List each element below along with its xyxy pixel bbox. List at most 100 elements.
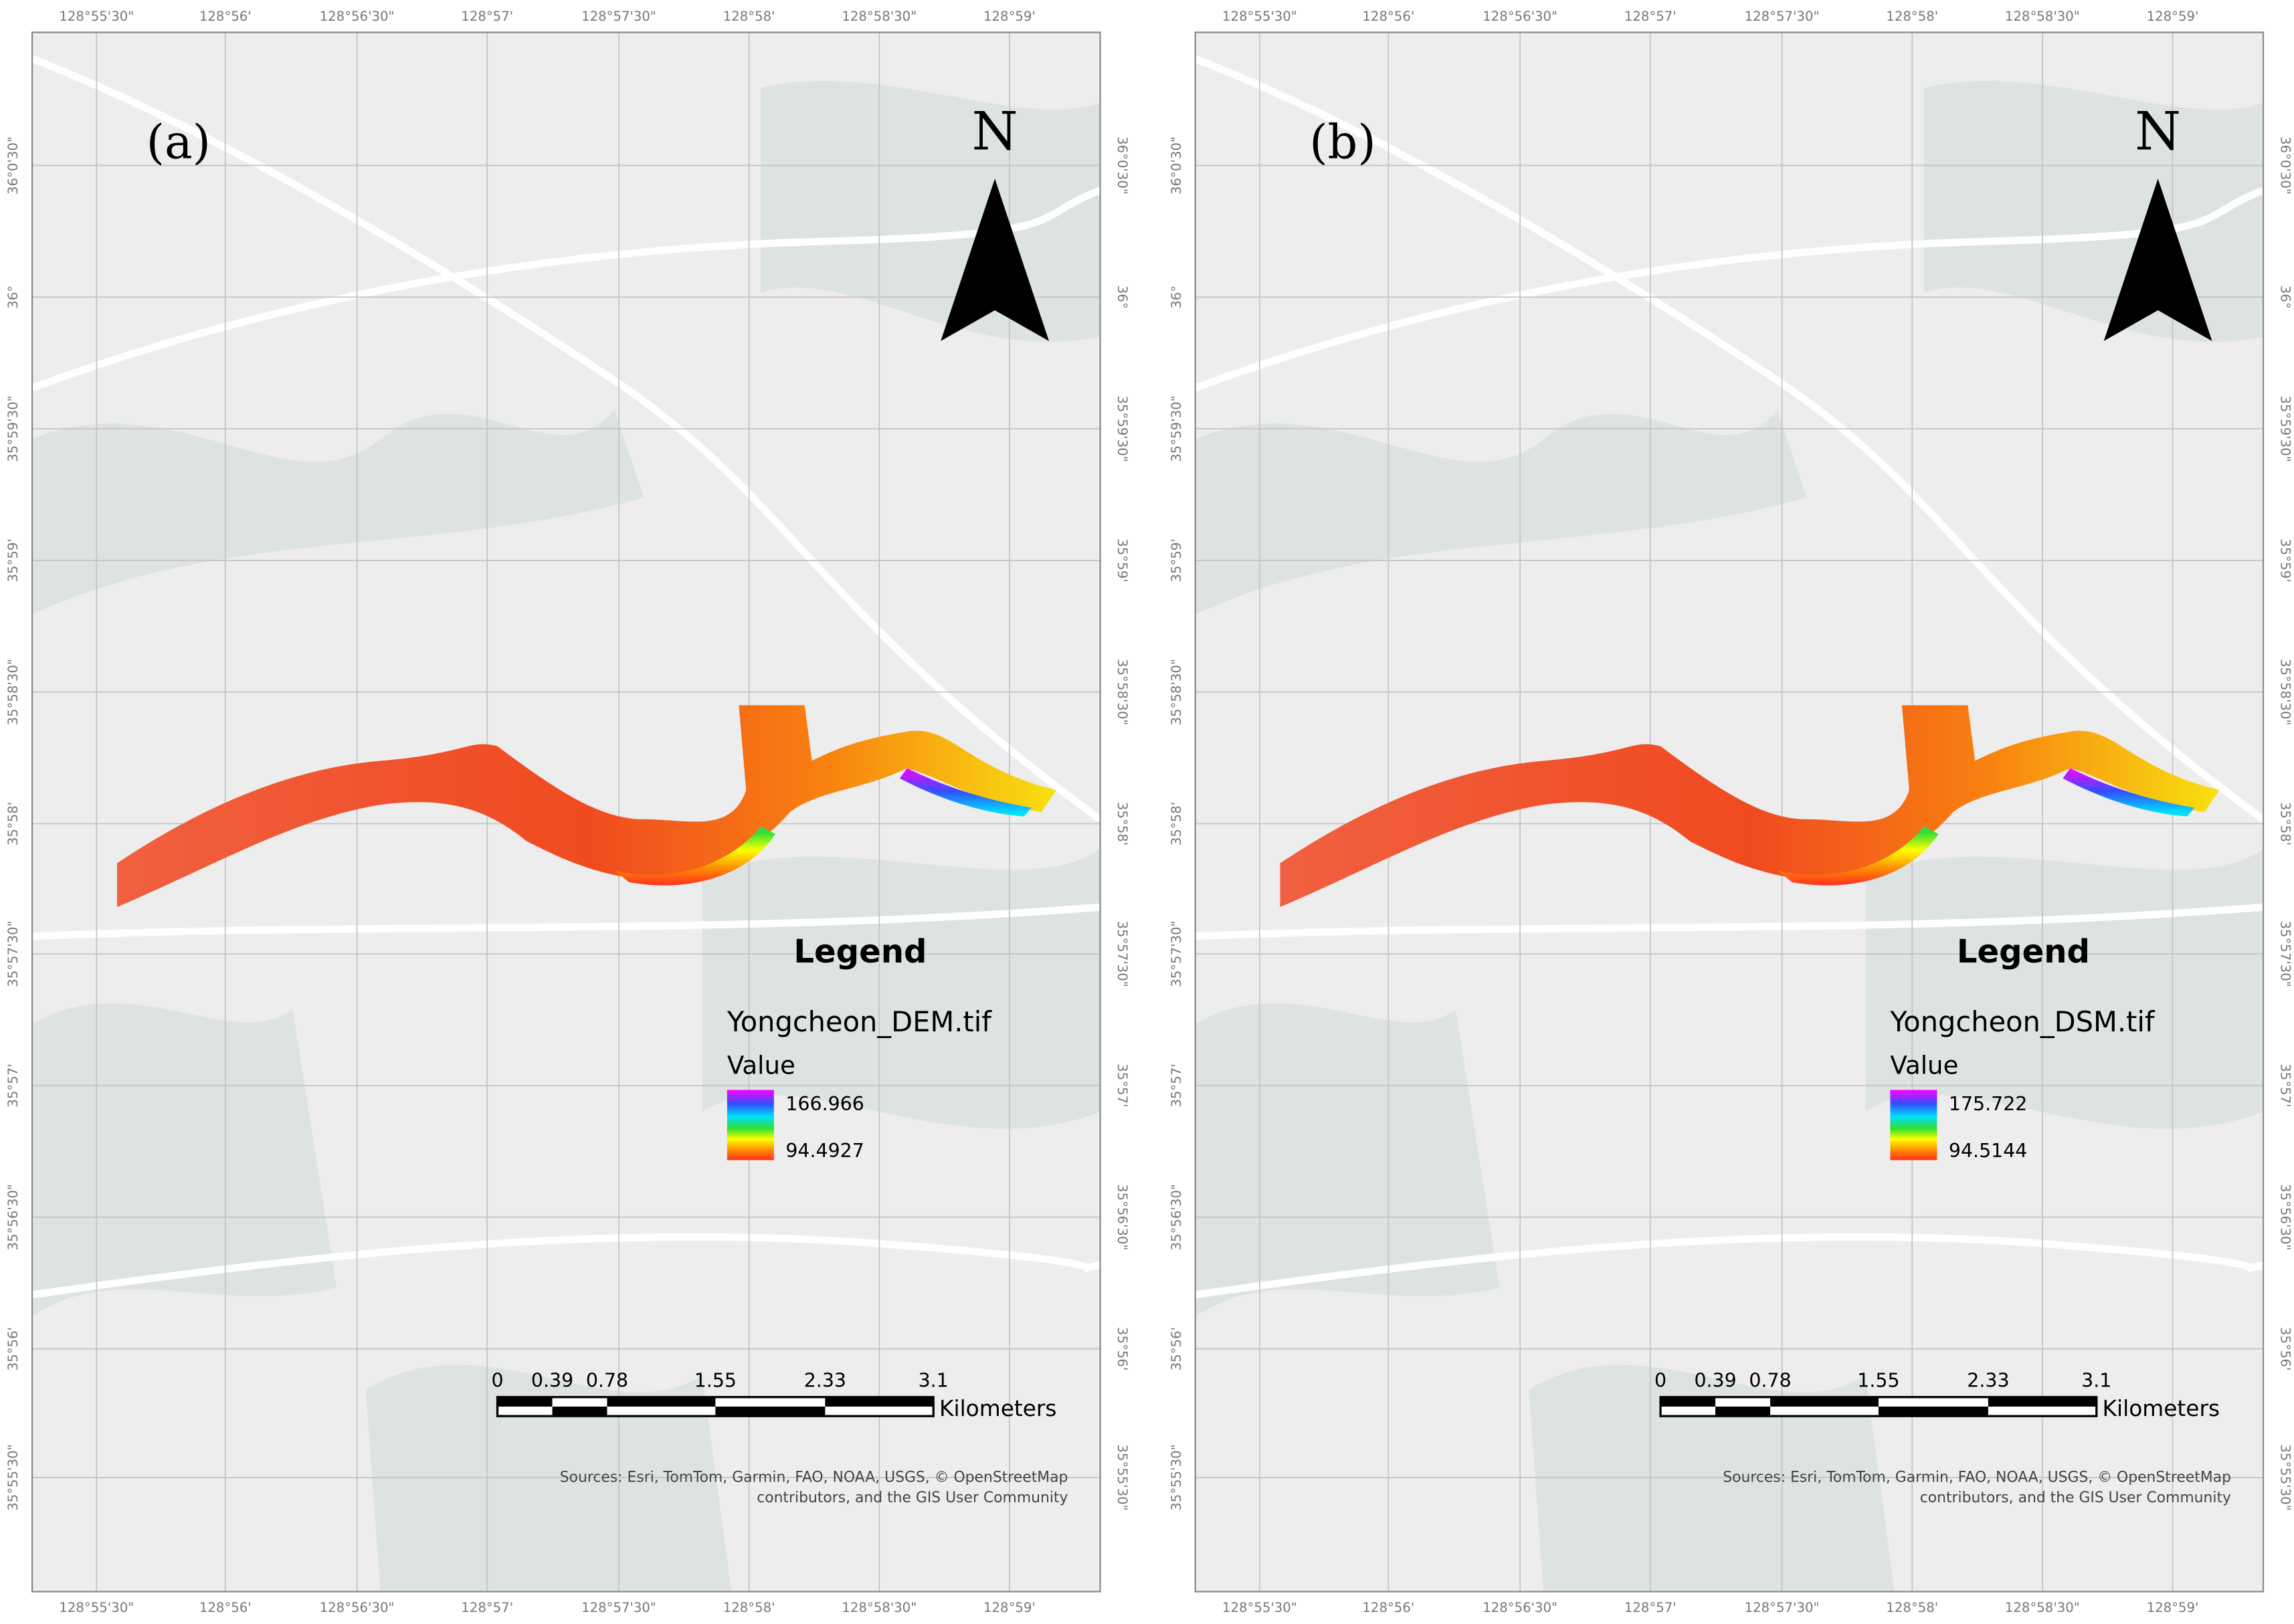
- latitude-label: 35°56'30": [1115, 1184, 1130, 1250]
- scale-bar-label: 2.33: [804, 1369, 846, 1391]
- latitude-label: 35°56': [2277, 1327, 2293, 1371]
- longitude-label: 128°56': [199, 9, 252, 24]
- legend-title: Legend: [793, 933, 927, 971]
- latitude-label: 35°56': [1115, 1327, 1130, 1371]
- map-panel: 128°55'30" 128°55'30" 128°56' 128°56' 128°56…: [5, 9, 1130, 1615]
- river-raster: [116, 705, 1056, 908]
- scale-bar-segment: [607, 1397, 716, 1407]
- latitude-label: 35°58': [1115, 802, 1130, 845]
- longitude-label: 128°56'30": [1483, 1600, 1557, 1615]
- latitude-label: 35°59'30": [5, 395, 21, 462]
- scale-bar-segment: [1715, 1406, 1771, 1417]
- attribution: Sources: Esri, TomTom, Garmin, FAO, NOAA…: [1723, 1469, 2231, 1486]
- latitude-label: 35°58': [2277, 802, 2293, 845]
- legend-min: 94.4927: [785, 1140, 864, 1162]
- longitude-label: 128°58'30": [2005, 1600, 2080, 1615]
- latitude-label: 36°: [2277, 286, 2293, 309]
- road: [1194, 1233, 2264, 1299]
- latitude-label: 36°0'30": [2277, 136, 2293, 195]
- longitude-label: 128°59': [2147, 9, 2199, 24]
- attribution: contributors, and the GIS User Community: [757, 1490, 1068, 1506]
- latitude-label: 35°59'30": [1115, 395, 1130, 462]
- latitude-label: 36°: [1115, 286, 1130, 309]
- north-label: N: [972, 100, 1018, 162]
- map-frame: [31, 31, 1101, 1593]
- scale-bar-unit: Kilometers: [939, 1396, 1057, 1421]
- latitude-label: 35°56'30": [1169, 1184, 1184, 1250]
- longitude-label: 128°55'30": [59, 1600, 134, 1615]
- latitude-label: 35°58'30": [2277, 659, 2293, 725]
- north-label: N: [2135, 100, 2181, 162]
- legend-field: Value: [1890, 1050, 1958, 1080]
- road: [1193, 187, 2265, 391]
- scale-bar-label: 0: [491, 1369, 503, 1391]
- longitude-label: 128°57': [461, 1600, 513, 1615]
- longitude-label: 128°59': [983, 1600, 1036, 1615]
- longitude-label: 128°56': [1362, 9, 1414, 24]
- scale-bar-unit: Kilometers: [2103, 1396, 2220, 1421]
- latitude-label: 35°55'30": [1169, 1444, 1184, 1510]
- latitude-label: 36°0'30": [1169, 136, 1184, 195]
- longitude-label: 128°56'30": [320, 9, 395, 24]
- scale-bar-label: 0: [1654, 1369, 1666, 1391]
- latitude-label: 35°55'30": [2277, 1444, 2293, 1510]
- longitude-label: 128°55'30": [59, 9, 134, 24]
- longitude-label: 128°57'30": [581, 1600, 656, 1615]
- panel-label: (b): [1309, 114, 1375, 169]
- latitude-label: 35°55'30": [5, 1444, 21, 1510]
- road: [31, 55, 1103, 823]
- latitude-label: 35°59': [2277, 538, 2293, 582]
- latitude-label: 35°57': [1115, 1063, 1130, 1107]
- latitude-label: 35°57'30": [2277, 920, 2293, 987]
- longitude-label: 128°57'30": [1745, 1600, 1820, 1615]
- river-raster: [1280, 705, 2220, 908]
- terrain: [1529, 1364, 1895, 1592]
- latitude-label: 35°57'30": [1115, 920, 1130, 987]
- longitude-label: 128°55'30": [1222, 1600, 1297, 1615]
- latitude-label: 35°58'30": [1115, 659, 1130, 725]
- longitude-label: 128°58'30": [842, 9, 917, 24]
- longitude-label: 128°56'30": [320, 1600, 395, 1615]
- scale-bar-segment: [1770, 1397, 1879, 1407]
- road: [1195, 903, 2264, 940]
- longitude-label: 128°59': [2147, 1600, 2199, 1615]
- latitude-label: 36°0'30": [5, 136, 21, 195]
- longitude-label: 128°56': [199, 1600, 252, 1615]
- terrain: [1195, 1003, 1500, 1317]
- latitude-label: 35°58'30": [1169, 659, 1184, 725]
- longitude-label: 128°58'30": [842, 1600, 917, 1615]
- scale-bar-segment: [1660, 1397, 1716, 1407]
- latitude-label: 35°58': [5, 802, 21, 845]
- longitude-label: 128°58': [723, 9, 775, 24]
- longitude-label: 128°58': [723, 1600, 775, 1615]
- legend-max: 166.966: [785, 1093, 864, 1115]
- longitude-label: 128°56': [1362, 1600, 1414, 1615]
- longitude-label: 128°59': [983, 9, 1036, 24]
- latitude-label: 35°56': [5, 1327, 21, 1371]
- latitude-label: 35°59': [1115, 538, 1130, 582]
- latitude-label: 35°59'30": [2277, 395, 2293, 462]
- longitude-label: 128°58': [1886, 9, 1938, 24]
- legend-min: 94.5144: [1949, 1140, 2027, 1162]
- scale-bar-label: 1.55: [1857, 1369, 1899, 1391]
- latitude-label: 35°58': [1169, 802, 1184, 845]
- longitude-label: 128°57'30": [1745, 9, 1820, 24]
- terrain: [1865, 848, 2264, 1129]
- latitude-label: 36°: [1169, 286, 1184, 309]
- longitude-label: 128°57': [1624, 9, 1677, 24]
- attribution: Sources: Esri, TomTom, Garmin, FAO, NOAA…: [560, 1469, 1068, 1486]
- terrain: [702, 848, 1101, 1129]
- attribution: contributors, and the GIS User Community: [1920, 1490, 2231, 1506]
- scale-bar-segment: [1988, 1397, 2097, 1407]
- longitude-label: 128°58': [1886, 1600, 1938, 1615]
- scale-bar-segment: [715, 1406, 826, 1417]
- road: [1193, 55, 2266, 823]
- longitude-label: 128°57'30": [581, 9, 656, 24]
- longitude-label: 128°55'30": [1222, 9, 1297, 24]
- scale-bar-segment: [825, 1397, 934, 1407]
- north-arrow: [2103, 179, 2212, 341]
- scale-bar-label: 3.1: [919, 1369, 949, 1391]
- latitude-label: 35°59'30": [1169, 395, 1184, 462]
